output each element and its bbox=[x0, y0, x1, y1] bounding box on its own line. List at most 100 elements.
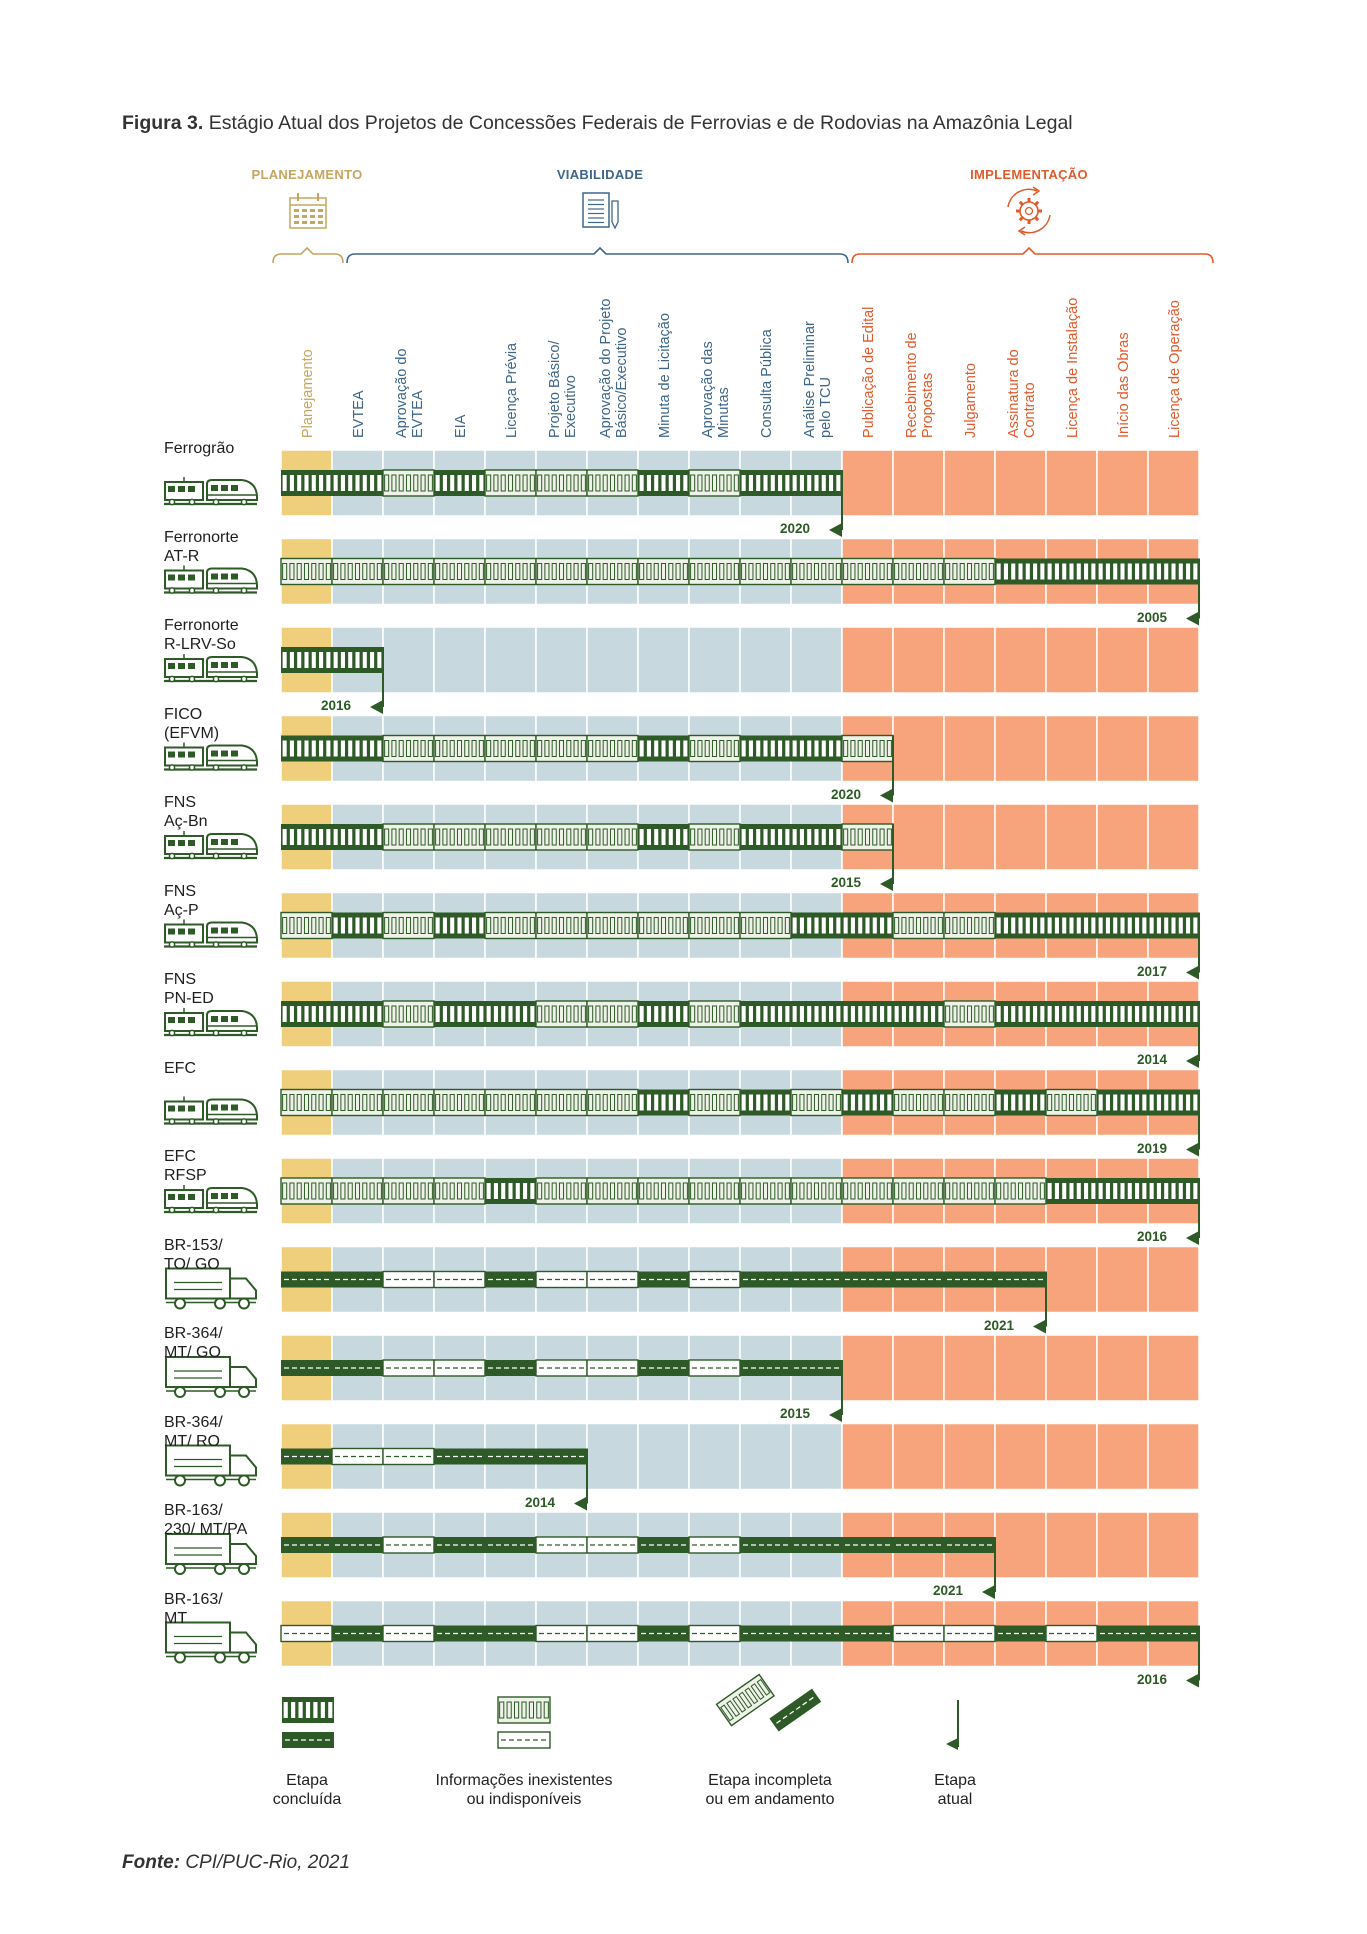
stage-cell bbox=[739, 626, 792, 694]
project-row bbox=[280, 803, 1200, 891]
stage-cell bbox=[892, 1422, 945, 1491]
train-icon bbox=[164, 742, 258, 771]
stage-cell bbox=[841, 626, 894, 694]
stage-cell bbox=[994, 626, 1047, 694]
stage-cell bbox=[586, 1422, 639, 1491]
phase-label-2: IMPLEMENTAÇÃO bbox=[970, 167, 1088, 182]
column-header-line: Minuta de Licitação bbox=[656, 313, 673, 438]
stage-cell bbox=[1096, 449, 1149, 517]
project-row bbox=[280, 1157, 1200, 1245]
stage-cell bbox=[1147, 1422, 1200, 1491]
column-header-3: EIA bbox=[453, 415, 469, 438]
project-name: BR-364/MT/ RO bbox=[164, 1413, 223, 1451]
stage-cell bbox=[943, 449, 996, 517]
project-year: 2020 bbox=[780, 521, 811, 536]
project-name-line: BR-153/ bbox=[164, 1236, 223, 1254]
stage-cell bbox=[637, 626, 690, 694]
column-header-line: Propostas bbox=[919, 372, 936, 438]
train-icon bbox=[164, 654, 258, 683]
phase-bracket-2 bbox=[851, 246, 1214, 264]
column-header-line: Planejamento bbox=[299, 349, 316, 438]
stage-cell bbox=[841, 449, 894, 517]
current-stage-arrow bbox=[574, 1496, 587, 1511]
project-name-line: TO/ GO bbox=[164, 1255, 220, 1273]
project-name-line: BR-163/ bbox=[164, 1590, 223, 1608]
project-row bbox=[280, 1245, 1200, 1334]
legend-label-0: Etapa concluída bbox=[273, 1771, 342, 1809]
column-header-10: Análise Preliminar pelo TCU bbox=[802, 321, 834, 438]
column-header-line: Minutas bbox=[715, 387, 732, 438]
stage-cell bbox=[1096, 803, 1149, 871]
project-name: FICO (EFVM) bbox=[164, 705, 219, 743]
column-header-6: Aprovação do Projeto Básico/Executivo bbox=[598, 299, 630, 438]
stage-cell bbox=[790, 626, 843, 694]
project-name: EFC bbox=[164, 1059, 196, 1078]
truck-icon bbox=[165, 1267, 257, 1310]
incomplete-road-icon bbox=[769, 1688, 822, 1732]
stage-cell bbox=[1096, 626, 1149, 694]
phase-bracket-0 bbox=[272, 246, 344, 264]
project-name-line: MT bbox=[164, 1609, 188, 1627]
stage-cell bbox=[1147, 803, 1200, 871]
legend-label-2: Etapa incompleta ou em andamento bbox=[706, 1771, 835, 1809]
column-header-line: Contrato bbox=[1021, 382, 1038, 438]
legend-label-3: Etapa atual bbox=[934, 1771, 976, 1809]
project-row bbox=[280, 626, 1200, 714]
stage-cell bbox=[1147, 626, 1200, 694]
column-header-line: Assinatura do bbox=[1005, 349, 1022, 438]
column-header-line: Licença de Operação bbox=[1166, 300, 1183, 438]
train-icon bbox=[164, 831, 258, 860]
project-row bbox=[280, 891, 1200, 980]
truck-icon bbox=[165, 1533, 257, 1575]
stage-cell bbox=[1045, 626, 1098, 694]
project-name-line: Ferronorte bbox=[164, 617, 239, 634]
legend bbox=[282, 1673, 959, 1750]
train-icon bbox=[164, 919, 258, 948]
phase-bracket-1 bbox=[346, 246, 849, 264]
project-name-line: FNS bbox=[164, 971, 196, 988]
project-row bbox=[280, 714, 1200, 803]
column-header-line: Julgamento bbox=[962, 363, 979, 438]
stage-cell bbox=[535, 626, 588, 694]
column-header-16: Início das Obras bbox=[1116, 332, 1132, 438]
project-name: EFC RFSP bbox=[164, 1147, 207, 1185]
project-name-line: R-LRV-So bbox=[164, 636, 236, 653]
project-name: BR-153/TO/ GO bbox=[164, 1236, 223, 1274]
project-row bbox=[280, 980, 1200, 1068]
column-header-1: EVTEA bbox=[351, 390, 367, 438]
project-name: Ferronorte R-LRV-So bbox=[164, 616, 239, 654]
project-name: Ferrogrão bbox=[164, 439, 234, 458]
column-header-line: EVTEA bbox=[409, 390, 426, 438]
stage-cell bbox=[994, 449, 1047, 517]
project-year: 2021 bbox=[933, 1583, 964, 1598]
project-name-line: EFC bbox=[164, 1059, 196, 1077]
stage-cell bbox=[1147, 1245, 1200, 1314]
stage-cell bbox=[841, 1422, 894, 1491]
stage-cell bbox=[1147, 449, 1200, 517]
project-name-line: AT-R bbox=[164, 547, 200, 565]
current-stage-arrow bbox=[1186, 965, 1199, 980]
legend-label-line: concluída bbox=[272, 1791, 342, 1808]
current-stage-arrow bbox=[982, 1585, 995, 1599]
legend-label-1: Informações inexistentes ou indisponíveis bbox=[436, 1771, 613, 1809]
current-stage-arrow bbox=[1186, 1673, 1199, 1688]
stage-cell bbox=[994, 714, 1047, 783]
column-header-12: Recebimento de Propostas bbox=[904, 332, 936, 438]
column-header-line: Executivo bbox=[562, 375, 579, 438]
project-name-line: BR-163/ bbox=[164, 1502, 223, 1519]
current-stage-arrow bbox=[1186, 1231, 1199, 1245]
project-year: 2015 bbox=[831, 875, 862, 890]
project-name-line: EFC bbox=[164, 1148, 196, 1165]
project-name-line: (EFVM) bbox=[164, 724, 220, 742]
stage-cell bbox=[1045, 1245, 1098, 1314]
column-header-line: Aprovação do bbox=[393, 348, 410, 438]
stage-cell bbox=[1096, 1422, 1149, 1491]
project-row bbox=[280, 1511, 1200, 1599]
project-row bbox=[280, 449, 1200, 537]
project-name-line: RFSP bbox=[164, 1167, 207, 1184]
legend-label-line: ou indisponíveis bbox=[466, 1791, 582, 1808]
project-name-line: FNS bbox=[164, 794, 196, 811]
legend-label-line: Etapa bbox=[934, 1772, 976, 1789]
stage-cell bbox=[943, 626, 996, 694]
